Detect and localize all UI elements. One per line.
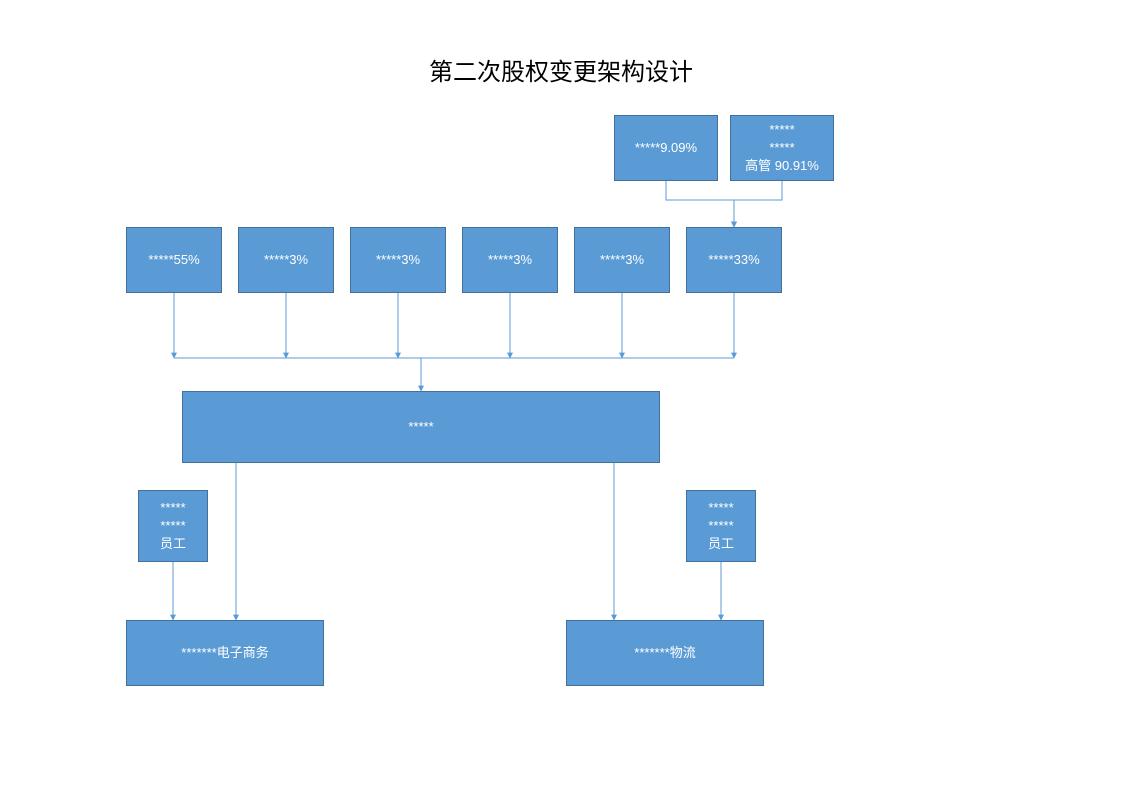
page-title: 第二次股权变更架构设计 bbox=[0, 52, 1122, 87]
node-center: ***** bbox=[182, 391, 660, 463]
node-label: *****3% bbox=[260, 247, 312, 273]
node-r2_0: *****55% bbox=[126, 227, 222, 293]
node-label: *****3% bbox=[484, 247, 536, 273]
node-label: ***** bbox=[404, 414, 437, 440]
node-label: **********员工 bbox=[156, 495, 190, 558]
node-label: *****9.09% bbox=[631, 135, 701, 161]
node-top_right: **********高管 90.91% bbox=[730, 115, 834, 181]
node-r2_4: *****3% bbox=[574, 227, 670, 293]
edge bbox=[666, 181, 734, 227]
node-label: *****3% bbox=[596, 247, 648, 273]
node-label: **********员工 bbox=[704, 495, 738, 558]
node-emp_right: **********员工 bbox=[686, 490, 756, 562]
node-r2_1: *****3% bbox=[238, 227, 334, 293]
edge bbox=[734, 181, 782, 227]
node-r2_3: *****3% bbox=[462, 227, 558, 293]
node-leaf_left: *******电子商务 bbox=[126, 620, 324, 686]
node-label: *****3% bbox=[372, 247, 424, 273]
node-emp_left: **********员工 bbox=[138, 490, 208, 562]
node-r2_5: *****33% bbox=[686, 227, 782, 293]
page-title-text: 第二次股权变更架构设计 bbox=[429, 59, 693, 86]
node-label: **********高管 90.91% bbox=[741, 117, 823, 180]
node-label: *******电子商务 bbox=[177, 640, 272, 666]
node-leaf_right: *******物流 bbox=[566, 620, 764, 686]
node-top_left: *****9.09% bbox=[614, 115, 718, 181]
node-r2_2: *****3% bbox=[350, 227, 446, 293]
node-label: *****55% bbox=[144, 247, 203, 273]
node-label: *****33% bbox=[704, 247, 763, 273]
node-label: *******物流 bbox=[630, 640, 699, 666]
